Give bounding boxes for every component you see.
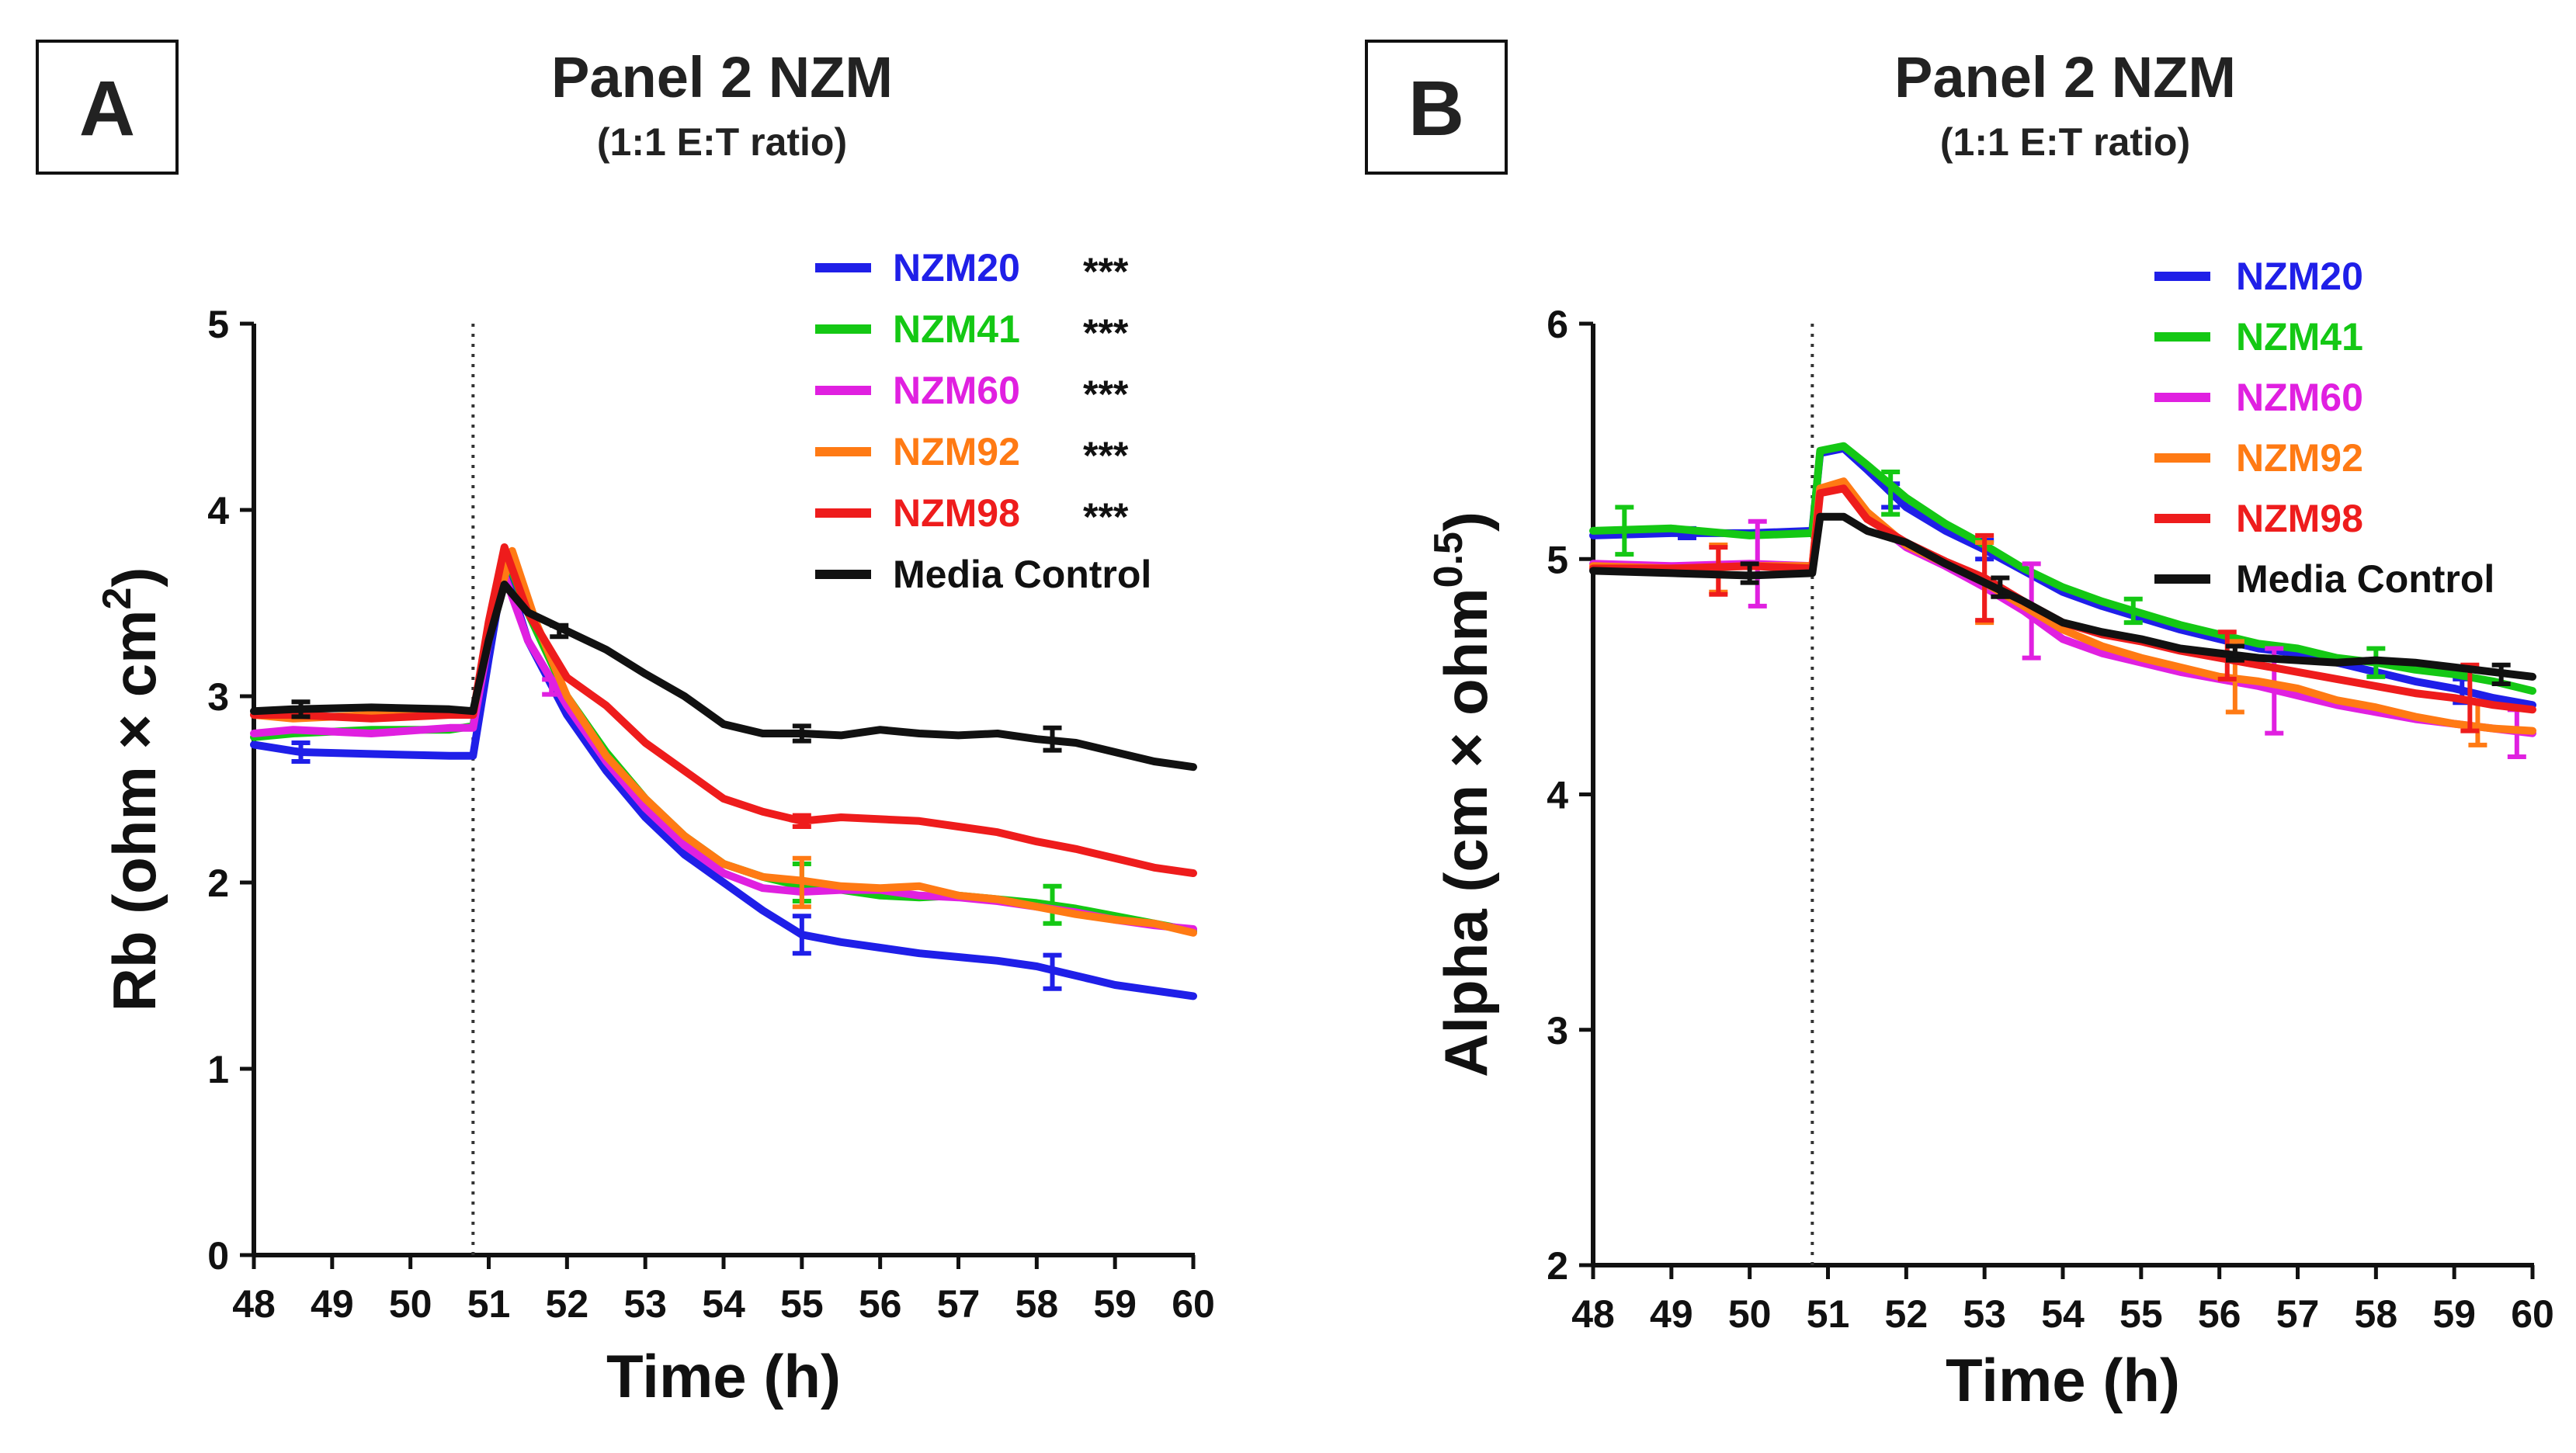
x-tick-label: 53 <box>1963 1292 2006 1336</box>
series-line-nzm92 <box>1589 477 2536 735</box>
legend-label-nzm92: NZM92 <box>2236 436 2363 480</box>
legend-label-nzm41: NZM41 <box>893 307 1020 351</box>
y-tick-label: 3 <box>1547 1009 1568 1052</box>
x-tick-label: 59 <box>2432 1292 2476 1336</box>
x-tick-label: 52 <box>1885 1292 1929 1336</box>
legend-label-nzm60: NZM60 <box>2236 376 2363 419</box>
legend-label-nzm20: NZM20 <box>2236 255 2363 298</box>
x-tick-label: 52 <box>546 1282 589 1326</box>
y-axis-label: Alpha (cm × ohm0.5) <box>1426 511 1500 1077</box>
chart-subtitle: (1:1 E:T ratio) <box>597 120 847 164</box>
legend-label-nzm98: NZM98 <box>893 491 1020 535</box>
series-line-nzm20 <box>250 562 1197 1000</box>
x-tick-label: 55 <box>780 1282 824 1326</box>
x-tick-label: 58 <box>1015 1282 1059 1326</box>
x-tick-label: 51 <box>467 1282 511 1326</box>
x-tick-label: 50 <box>389 1282 432 1326</box>
legend-label-media-control: Media Control <box>2236 557 2494 601</box>
x-tick-label: 50 <box>1728 1292 1772 1336</box>
y-tick-label: 2 <box>207 862 229 905</box>
legend-significance-nzm20: *** <box>1083 250 1129 293</box>
legend-label-nzm41: NZM41 <box>2236 315 2363 359</box>
legend-label-nzm20: NZM20 <box>893 246 1020 290</box>
y-tick-label: 5 <box>1547 538 1568 581</box>
y-tick-label: 2 <box>1547 1244 1568 1288</box>
x-tick-label: 56 <box>859 1282 902 1326</box>
y-tick-label: 0 <box>207 1234 229 1278</box>
series-line-media-control <box>250 581 1197 772</box>
x-tick-label: 54 <box>702 1282 745 1326</box>
y-tick-label: 4 <box>207 489 229 532</box>
y-tick-label: 4 <box>1547 774 1568 817</box>
y-tick-label: 1 <box>207 1048 229 1091</box>
x-axis-label: Time (h) <box>1946 1346 2180 1414</box>
x-tick-label: 55 <box>2119 1292 2163 1336</box>
y-tick-label: 6 <box>1547 303 1568 346</box>
panel-letter-box <box>36 40 179 175</box>
y-tick-label: 5 <box>207 303 229 346</box>
panel-letter-box <box>1365 40 1508 175</box>
chart-panel-a: A Panel 2 NZM(1:1 E:T ratio)48 49 50 51 52 53 5… <box>36 40 1215 1410</box>
x-tick-label: 56 <box>2198 1292 2241 1336</box>
chart-title: Panel 2 NZM <box>1894 45 2236 109</box>
chart-subtitle: (1:1 E:T ratio) <box>1940 120 2190 164</box>
chart-title: Panel 2 NZM <box>551 45 893 109</box>
legend-label-nzm98: NZM98 <box>2236 497 2363 540</box>
series-line-media-control <box>1589 512 2536 681</box>
series-line-nzm60 <box>1589 484 2536 737</box>
x-tick-label: 48 <box>232 1282 276 1326</box>
legend-label-nzm92: NZM92 <box>893 430 1020 473</box>
x-tick-label: 53 <box>623 1282 667 1326</box>
x-tick-label: 49 <box>1650 1292 1693 1336</box>
x-tick-label: 48 <box>1571 1292 1615 1336</box>
panel-letter: B <box>1408 65 1464 152</box>
legend-significance-nzm98: *** <box>1083 495 1129 539</box>
panel-letter: A <box>79 65 135 152</box>
legend-significance-nzm92: *** <box>1083 434 1129 477</box>
x-tick-label: 59 <box>1093 1282 1137 1326</box>
x-tick-label: 57 <box>937 1282 981 1326</box>
x-tick-label: 54 <box>2041 1292 2085 1336</box>
chart-panel-b: B Panel 2 NZM(1:1 E:T ratio)48 49 50 51 52 53 5… <box>1365 40 2554 1414</box>
x-tick-label: 60 <box>1172 1282 1215 1326</box>
x-tick-label: 57 <box>2276 1292 2320 1336</box>
legend-label-media-control: Media Control <box>893 553 1151 596</box>
x-tick-label: 60 <box>2511 1292 2554 1336</box>
legend-significance-nzm60: *** <box>1083 373 1129 416</box>
x-tick-label: 51 <box>1807 1292 1850 1336</box>
x-axis-label: Time (h) <box>606 1342 841 1410</box>
legend-label-nzm60: NZM60 <box>893 369 1020 412</box>
y-axis-label: Rb (ohm × cm2) <box>95 567 168 1012</box>
legend-significance-nzm41: *** <box>1083 311 1129 355</box>
y-tick-label: 3 <box>207 675 229 719</box>
x-tick-label: 49 <box>311 1282 354 1326</box>
x-tick-label: 58 <box>2355 1292 2398 1336</box>
